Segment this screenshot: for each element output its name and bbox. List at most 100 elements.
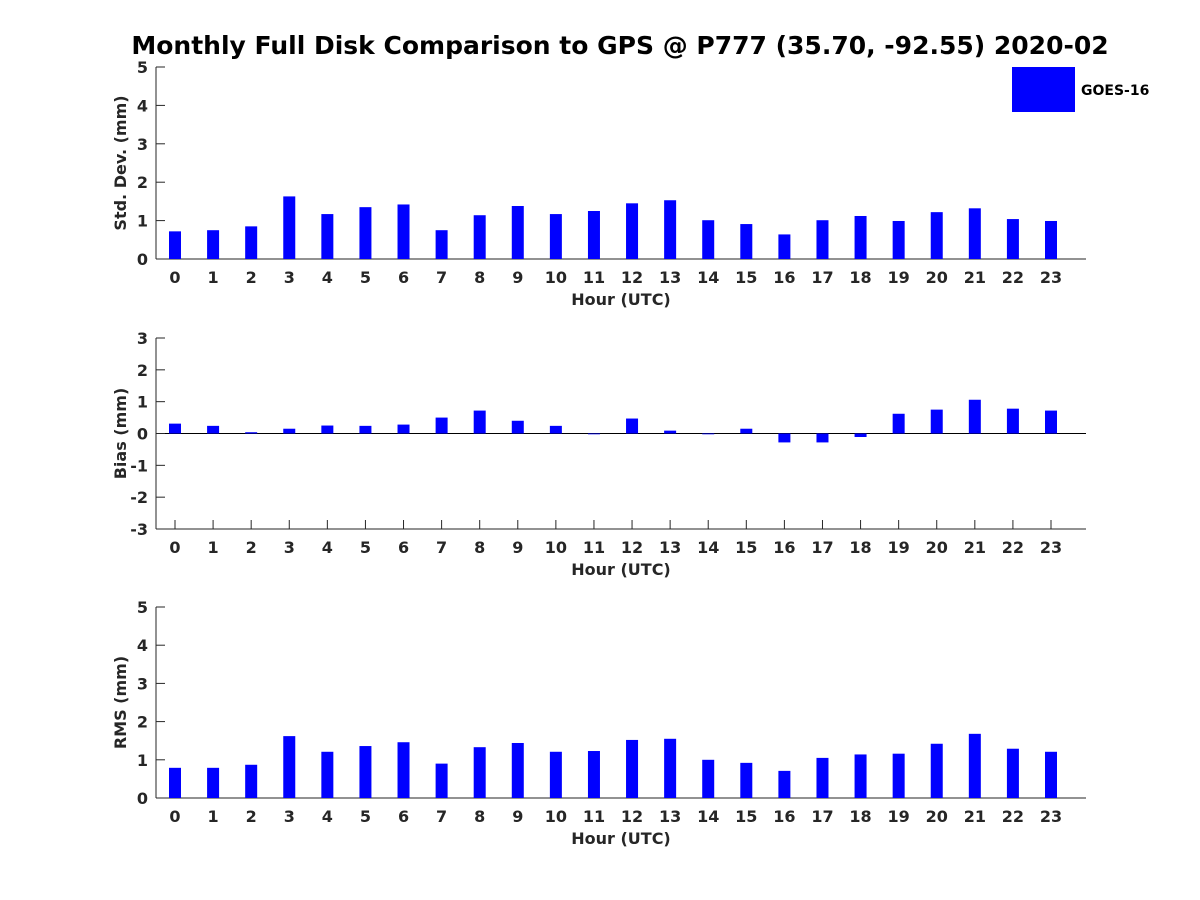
x-tick-label: 2 [246, 268, 257, 287]
bar [930, 212, 943, 259]
x-tick-label: 0 [169, 268, 180, 287]
x-tick-label: 14 [697, 807, 719, 826]
bar [854, 433, 867, 438]
bar [587, 433, 600, 435]
x-tick-label: 20 [926, 538, 948, 557]
y-tick-label: -1 [130, 456, 148, 475]
bar [778, 770, 791, 798]
bar [321, 214, 334, 259]
x-tick-label: 5 [360, 538, 371, 557]
chart-title: Monthly Full Disk Comparison to GPS @ P7… [131, 31, 1108, 60]
y-tick-label: 3 [137, 674, 148, 693]
bar [740, 762, 753, 798]
bar [968, 733, 981, 798]
x-tick-label: 11 [583, 538, 605, 557]
x-tick-label: 17 [811, 538, 833, 557]
x-axis-label: Hour (UTC) [571, 829, 671, 848]
legend-swatch [1012, 67, 1075, 112]
bar [511, 206, 524, 259]
x-tick-label: 20 [926, 807, 948, 826]
x-tick-label: 8 [474, 538, 485, 557]
x-tick-label: 6 [398, 268, 409, 287]
x-tick-label: 17 [811, 807, 833, 826]
bar [245, 764, 258, 798]
bar [359, 425, 372, 434]
y-tick-label: 4 [137, 96, 148, 115]
bar [321, 751, 334, 798]
bar [397, 204, 410, 259]
bar [702, 220, 715, 259]
bar [283, 196, 296, 259]
bar [1045, 220, 1057, 259]
x-tick-label: 4 [322, 538, 333, 557]
bar [435, 763, 448, 798]
x-axis-label: Hour (UTC) [571, 290, 671, 309]
y-axis-label: Bias (mm) [111, 388, 130, 480]
x-tick-label: 23 [1040, 538, 1062, 557]
bar [626, 203, 639, 259]
x-tick-label: 22 [1002, 268, 1024, 287]
x-tick-label: 8 [474, 268, 485, 287]
x-tick-label: 3 [284, 268, 295, 287]
y-tick-label: 0 [137, 789, 148, 808]
x-tick-label: 23 [1040, 807, 1062, 826]
x-tick-label: 1 [208, 268, 219, 287]
bar [549, 214, 562, 259]
bar [1006, 748, 1019, 798]
x-tick-label: 14 [697, 538, 719, 557]
bar [626, 739, 639, 798]
bar [930, 409, 943, 434]
x-tick-label: 9 [512, 268, 523, 287]
x-tick-label: 6 [398, 807, 409, 826]
x-tick-label: 15 [735, 807, 757, 826]
y-tick-label: 3 [137, 135, 148, 154]
x-tick-label: 6 [398, 538, 409, 557]
bar [511, 420, 524, 434]
x-tick-label: 5 [360, 807, 371, 826]
y-tick-label: 2 [137, 361, 148, 380]
x-tick-label: 1 [208, 807, 219, 826]
bar [207, 767, 220, 798]
x-tick-label: 3 [284, 538, 295, 557]
bar [359, 746, 372, 798]
y-tick-label: -2 [130, 488, 148, 507]
x-tick-label: 15 [735, 538, 757, 557]
bar [169, 423, 181, 434]
bar [245, 432, 258, 434]
bar [587, 211, 600, 259]
bar [245, 226, 258, 259]
bar [1045, 410, 1057, 434]
bar [1006, 219, 1019, 259]
x-tick-label: 21 [964, 538, 986, 557]
x-tick-label: 18 [849, 268, 871, 287]
bar [740, 224, 753, 259]
x-tick-label: 9 [512, 538, 523, 557]
x-tick-label: 13 [659, 538, 681, 557]
bar [359, 207, 372, 259]
x-tick-label: 10 [545, 538, 567, 557]
x-tick-label: 16 [773, 268, 795, 287]
bar [587, 751, 600, 798]
x-tick-label: 2 [246, 807, 257, 826]
x-tick-label: 4 [322, 268, 333, 287]
bar [283, 736, 296, 798]
x-tick-label: 8 [474, 807, 485, 826]
x-tick-label: 10 [545, 268, 567, 287]
bar [549, 425, 562, 434]
x-tick-label: 19 [888, 807, 910, 826]
x-tick-label: 10 [545, 807, 567, 826]
y-tick-label: 4 [137, 636, 148, 655]
bar [626, 418, 639, 434]
bar [397, 742, 410, 798]
bar [473, 747, 486, 798]
bar [435, 230, 448, 259]
x-tick-label: 14 [697, 268, 719, 287]
x-tick-label: 16 [773, 807, 795, 826]
x-tick-label: 5 [360, 268, 371, 287]
bar [816, 433, 829, 443]
bar [816, 757, 829, 798]
bar [968, 208, 981, 259]
bar [207, 425, 220, 434]
